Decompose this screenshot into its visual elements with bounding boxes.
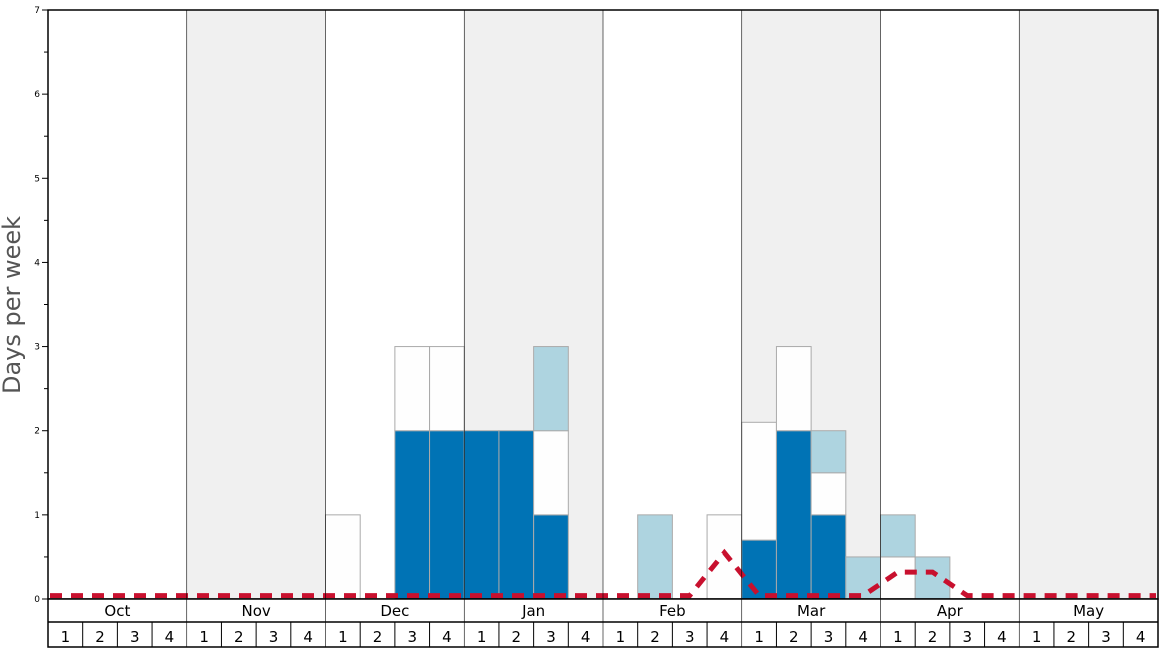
week-label: 4 <box>720 628 730 646</box>
week-label: 1 <box>477 628 487 646</box>
month-label-may: May <box>1073 602 1104 620</box>
y-tick-label: 6 <box>34 90 40 100</box>
bar-segment <box>325 514 361 600</box>
y-axis-title: Days per week <box>0 216 26 394</box>
week-label: 2 <box>789 628 799 646</box>
bar-segment <box>429 430 465 600</box>
week-label: 1 <box>338 628 348 646</box>
week-label: 4 <box>165 628 175 646</box>
week-label: 3 <box>269 628 279 646</box>
week-label: 2 <box>928 628 938 646</box>
bars-layer <box>325 346 951 600</box>
bar-segment <box>463 430 500 600</box>
bar-segment <box>533 514 569 600</box>
week-label: 3 <box>1101 628 1111 646</box>
bar-segment <box>775 346 812 432</box>
week-label: 4 <box>858 628 868 646</box>
week-label: 1 <box>754 628 764 646</box>
y-tick-label: 3 <box>34 343 40 353</box>
week-label: 3 <box>546 628 556 646</box>
week-label: 1 <box>616 628 626 646</box>
bar-segment <box>533 430 569 516</box>
bar-segment <box>914 556 951 600</box>
axis-layer: 0 1 2 3 4 5 6 7 Oct 1 2 3 4 Nov 1 2 3 4 Dec 1 2 3 4 Jan 1 2 3 4 Feb 1… <box>34 6 1159 648</box>
bar-segment <box>880 514 916 558</box>
bar-segment <box>394 430 431 600</box>
bar-segment <box>741 421 777 541</box>
week-label: 1 <box>199 628 209 646</box>
bar-segment <box>706 514 743 600</box>
bar-segment <box>845 556 881 600</box>
month-shading-layer <box>186 10 1158 599</box>
month-shade-may <box>1019 10 1158 599</box>
week-label: 3 <box>962 628 972 646</box>
week-label: 2 <box>650 628 660 646</box>
month-shade-nov <box>186 10 326 599</box>
y-tick-label: 0 <box>34 595 40 605</box>
month-label-dec: Dec <box>380 602 409 620</box>
month-label-oct: Oct <box>104 602 130 620</box>
week-label: 3 <box>824 628 834 646</box>
week-label: 4 <box>303 628 313 646</box>
week-label: 3 <box>130 628 140 646</box>
month-label-nov: Nov <box>241 602 270 620</box>
bar-segment <box>429 346 465 432</box>
bar-segment <box>810 514 847 600</box>
y-tick-label: 4 <box>34 258 40 268</box>
bar-segment <box>533 346 569 432</box>
week-label: 2 <box>234 628 244 646</box>
y-tick-label: 1 <box>34 511 40 521</box>
month-label-apr: Apr <box>937 602 964 620</box>
week-label: 4 <box>997 628 1007 646</box>
y-tick-label: 5 <box>34 174 40 184</box>
week-label: 4 <box>442 628 452 646</box>
week-label: 1 <box>61 628 71 646</box>
week-label: 4 <box>1136 628 1146 646</box>
bar-segment <box>775 430 812 600</box>
bar-segment <box>810 430 847 474</box>
week-label: 4 <box>581 628 591 646</box>
week-label: 2 <box>512 628 522 646</box>
month-label-feb: Feb <box>659 602 686 620</box>
y-tick-label: 7 <box>34 6 40 16</box>
bar-segment <box>637 514 673 600</box>
week-label: 2 <box>95 628 105 646</box>
bar-segment <box>741 539 777 600</box>
month-label-jan: Jan <box>521 602 545 620</box>
y-tick-label: 2 <box>34 427 40 437</box>
month-label-mar: Mar <box>797 602 826 620</box>
week-label: 1 <box>893 628 903 646</box>
bar-segment <box>498 430 535 600</box>
week-label: 3 <box>407 628 417 646</box>
week-label: 2 <box>373 628 383 646</box>
week-label: 1 <box>1032 628 1042 646</box>
week-label: 2 <box>1067 628 1077 646</box>
bar-segment <box>394 346 431 432</box>
week-label: 3 <box>685 628 695 646</box>
bar-segment <box>810 472 847 516</box>
